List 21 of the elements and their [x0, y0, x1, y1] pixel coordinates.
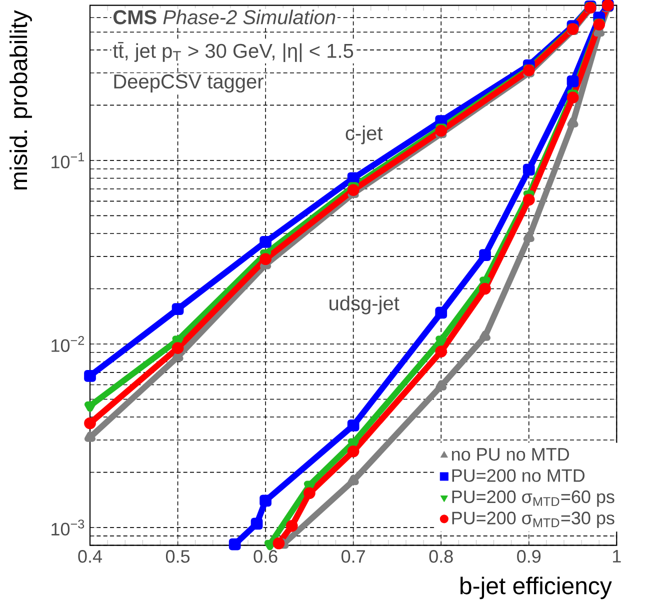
legend-label: PU=200 σ$_{MTD}$=60 ps — [452, 490, 614, 507]
y-tick-label: 10$^{−3}$ — [52, 520, 84, 536]
legend-label: PU=200 σ$_{MTD}$=30 ps — [452, 512, 614, 528]
y-axis-title: misid. probability — [10, 10, 32, 190]
annotation: udsg-jet — [330, 296, 400, 315]
x-tick-label: 0.9 — [517, 550, 541, 563]
x-tick-label: 0.8 — [429, 550, 453, 563]
x-tick-label: 0.4 — [78, 550, 102, 563]
x-tick-label: 1 — [613, 550, 621, 563]
annotation: c-jet — [346, 126, 383, 144]
x-tick-label: 0.7 — [342, 550, 365, 563]
legend-label: no PU no MTD — [452, 448, 569, 461]
annotation: CMS Phase-2 Simulation — [113, 10, 336, 24]
y-tick-label: 10$^{−2}$ — [52, 336, 84, 352]
x-tick-label: 0.5 — [166, 550, 190, 563]
legend-label: PU=200 no MTD — [452, 469, 585, 482]
annotation: DeepCSV tagger — [114, 74, 264, 93]
y-tick-label: 10$^{−1}$ — [52, 152, 84, 169]
x-axis-title: b-jet efficiency — [460, 576, 612, 600]
annotation: tt̄, jet p$_{T}$ > 30 GeV, |η| < 1.5 — [112, 42, 354, 62]
x-tick-label: 0.6 — [254, 550, 278, 563]
